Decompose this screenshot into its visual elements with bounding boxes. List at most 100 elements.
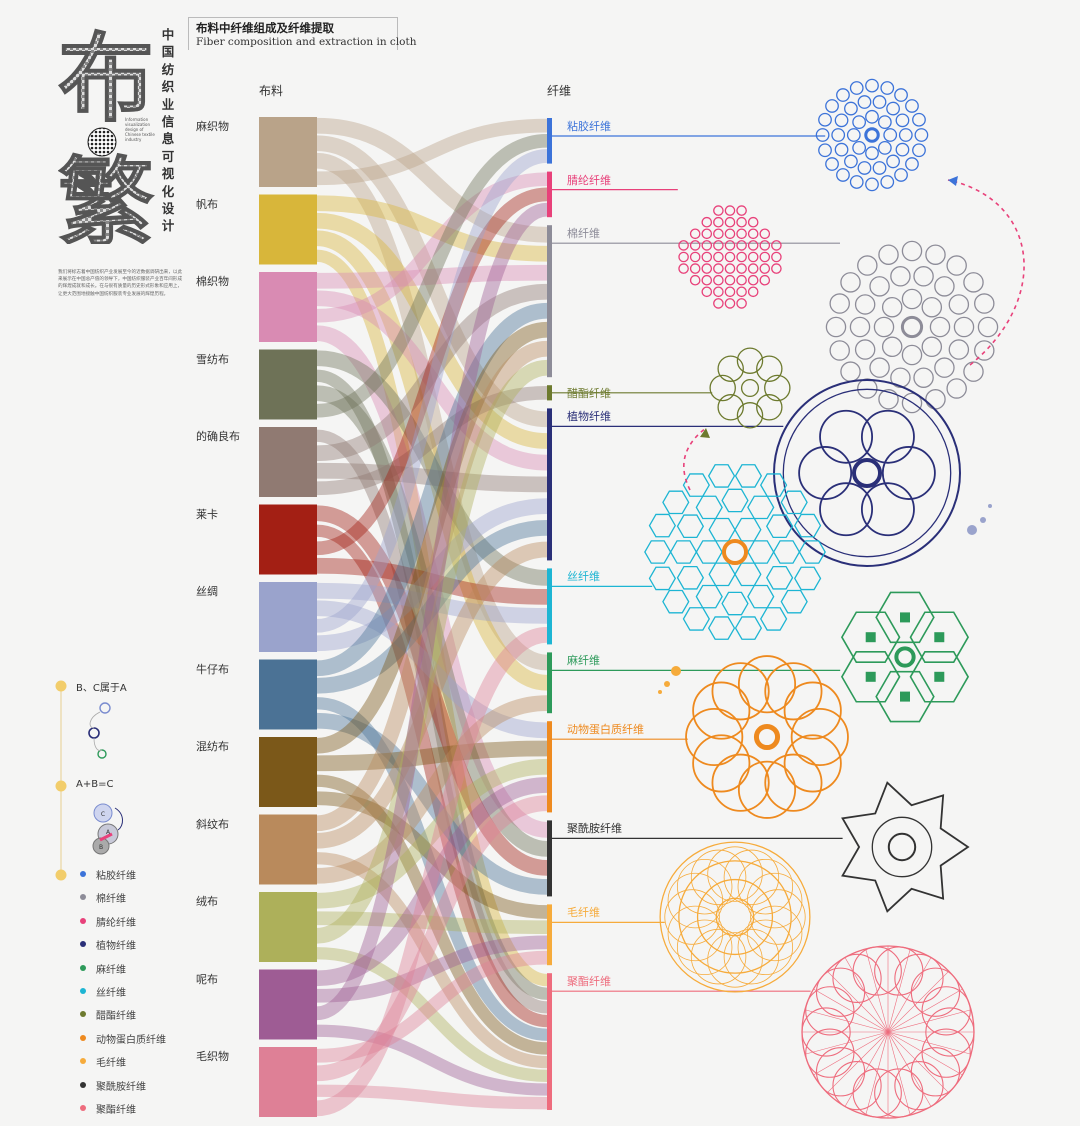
- sankey-flow: [316, 695, 548, 884]
- sankey-flow: [316, 249, 548, 987]
- sankey-flow: [316, 187, 548, 556]
- fabric-label: 莱卡: [196, 507, 218, 521]
- vertical-title-char: 可: [161, 148, 175, 164]
- title-frame: [188, 17, 398, 50]
- sankey-flow: [316, 195, 548, 262]
- vertical-title-char: 息: [161, 131, 175, 147]
- vertical-title-char: 业: [161, 96, 175, 112]
- legend-link-icon: [99, 832, 113, 842]
- fabric-label: 混纺布: [196, 740, 229, 753]
- sankey-flow: [316, 774, 548, 1055]
- legend-swatch-icon: [80, 988, 86, 994]
- fabric-label: 棉织物: [196, 275, 229, 288]
- fabric-label: 丝绸: [196, 585, 218, 598]
- fiber-label: 醋酯纤维: [567, 387, 611, 401]
- fabric-bar: [259, 349, 317, 420]
- legend-swatch-icon: [80, 1058, 86, 1065]
- fiber-motif-icon: [815, 78, 929, 192]
- sankey-flow: [316, 950, 548, 1063]
- fiber-label: 毛纤维: [567, 906, 600, 920]
- fiber-label: 动物蛋白质纤维: [567, 723, 644, 737]
- legend-item-label: 植物纤维: [96, 941, 136, 953]
- sankey-flow: [316, 740, 548, 772]
- legend-item-label: 醋酯纤维: [96, 1011, 136, 1023]
- sankey-flow: [316, 600, 548, 739]
- legend-item-label: 腈纶纤维: [96, 917, 136, 929]
- legend-swatch-icon: [80, 1011, 86, 1018]
- fiber-bar: [547, 721, 552, 813]
- sankey-flow: [316, 505, 548, 876]
- fabric-bar: [259, 427, 317, 497]
- decor-dot-icon: [967, 525, 977, 535]
- vertical-title-char: 国: [161, 44, 175, 60]
- fabric-label: 帆布: [196, 197, 218, 211]
- legend-item-label: 粘胶纤维: [96, 871, 136, 882]
- fiber-label: 棉纤维: [567, 227, 600, 241]
- legend-item-label: 毛纤维: [96, 1058, 126, 1070]
- sankey-flow: [316, 302, 548, 677]
- fiber-bar: [547, 408, 552, 561]
- legend-item-label: 聚酯纤维: [96, 1105, 136, 1116]
- vertical-title-char: 设: [161, 201, 175, 217]
- fiber-motif-icon: [644, 464, 826, 640]
- sankey-flow: [316, 935, 548, 1003]
- fabric-bar: [259, 117, 317, 187]
- sankey-flow: [316, 582, 548, 624]
- legend-circle-c-icon: [93, 803, 113, 823]
- sankey-flow: [316, 557, 548, 605]
- vertical-title-char: 计: [161, 218, 175, 234]
- chart-title: 布料中纤维组成及纤维提取: [196, 21, 334, 35]
- sankey-flow: [316, 697, 548, 1041]
- fiber-label: 聚酰胺纤维: [567, 822, 622, 836]
- sankey-flow: [315, 202, 549, 1021]
- sankey-flow: [316, 947, 548, 1082]
- legend-branch: [89, 711, 103, 751]
- intro-paragraph: 我们将标志着中国纺织产业发展至今的近数据调研出来，以此来展示在中国总产值的领导下…: [58, 270, 183, 297]
- logo-char-1: 布: [58, 23, 154, 135]
- fiber-motif-icon: [678, 205, 782, 309]
- logo-char-2: 繁: [58, 147, 154, 244]
- sankey-flow: [316, 712, 548, 895]
- legend-item-label: 丝纤维: [96, 988, 126, 999]
- sankey-flow: [316, 321, 548, 754]
- fiber-bar: [547, 820, 552, 897]
- sankey-flow: [316, 627, 548, 1117]
- fiber-bar: [547, 225, 552, 378]
- fiber-label: 聚酯纤维: [567, 975, 611, 989]
- decor-dot-icon: [671, 666, 681, 676]
- sankey-flow: [316, 283, 548, 462]
- decor-dot-icon: [664, 681, 670, 687]
- sankey-flow: [316, 385, 548, 857]
- legend-node-icon: [55, 869, 67, 881]
- legend-item-label: 聚酰胺纤维: [96, 1081, 146, 1093]
- sankey-flow: [316, 524, 548, 1028]
- fabric-label: 麻织物: [196, 120, 229, 133]
- fabric-label: 的确良布: [196, 430, 240, 443]
- fiber-motif-icon: [841, 781, 970, 913]
- fabric-bar: [259, 1047, 317, 1117]
- fabric-label: 毛织物: [196, 1050, 229, 1063]
- sankey-flow: [316, 118, 548, 186]
- sankey-flow: [316, 852, 548, 1069]
- fabric-label: 呢布: [196, 972, 218, 986]
- fiber-bar: [547, 904, 552, 966]
- fabric-bar: [259, 892, 317, 962]
- legend-swatch-icon: [80, 917, 86, 924]
- legend-relation-2: A+B=C: [76, 779, 114, 790]
- legend-swatch-icon: [80, 1105, 86, 1111]
- relation-arrow-icon: [947, 179, 1025, 366]
- fiber-bar: [547, 118, 552, 164]
- sankey-flow: [316, 172, 548, 323]
- sankey-flow: [316, 1084, 548, 1110]
- legend-swatch-icon: [80, 894, 86, 901]
- sankey-flow: [316, 340, 548, 832]
- decor-dot-icon: [658, 690, 662, 694]
- fiber-bar: [547, 385, 552, 401]
- vertical-title-char: 中: [161, 27, 175, 42]
- fabric-bar: [259, 272, 317, 342]
- fabric-label: 雪纺布: [196, 352, 229, 366]
- sankey-flow: [316, 264, 548, 289]
- sankey-flow: [316, 290, 548, 471]
- legend-node-icon: [55, 780, 67, 792]
